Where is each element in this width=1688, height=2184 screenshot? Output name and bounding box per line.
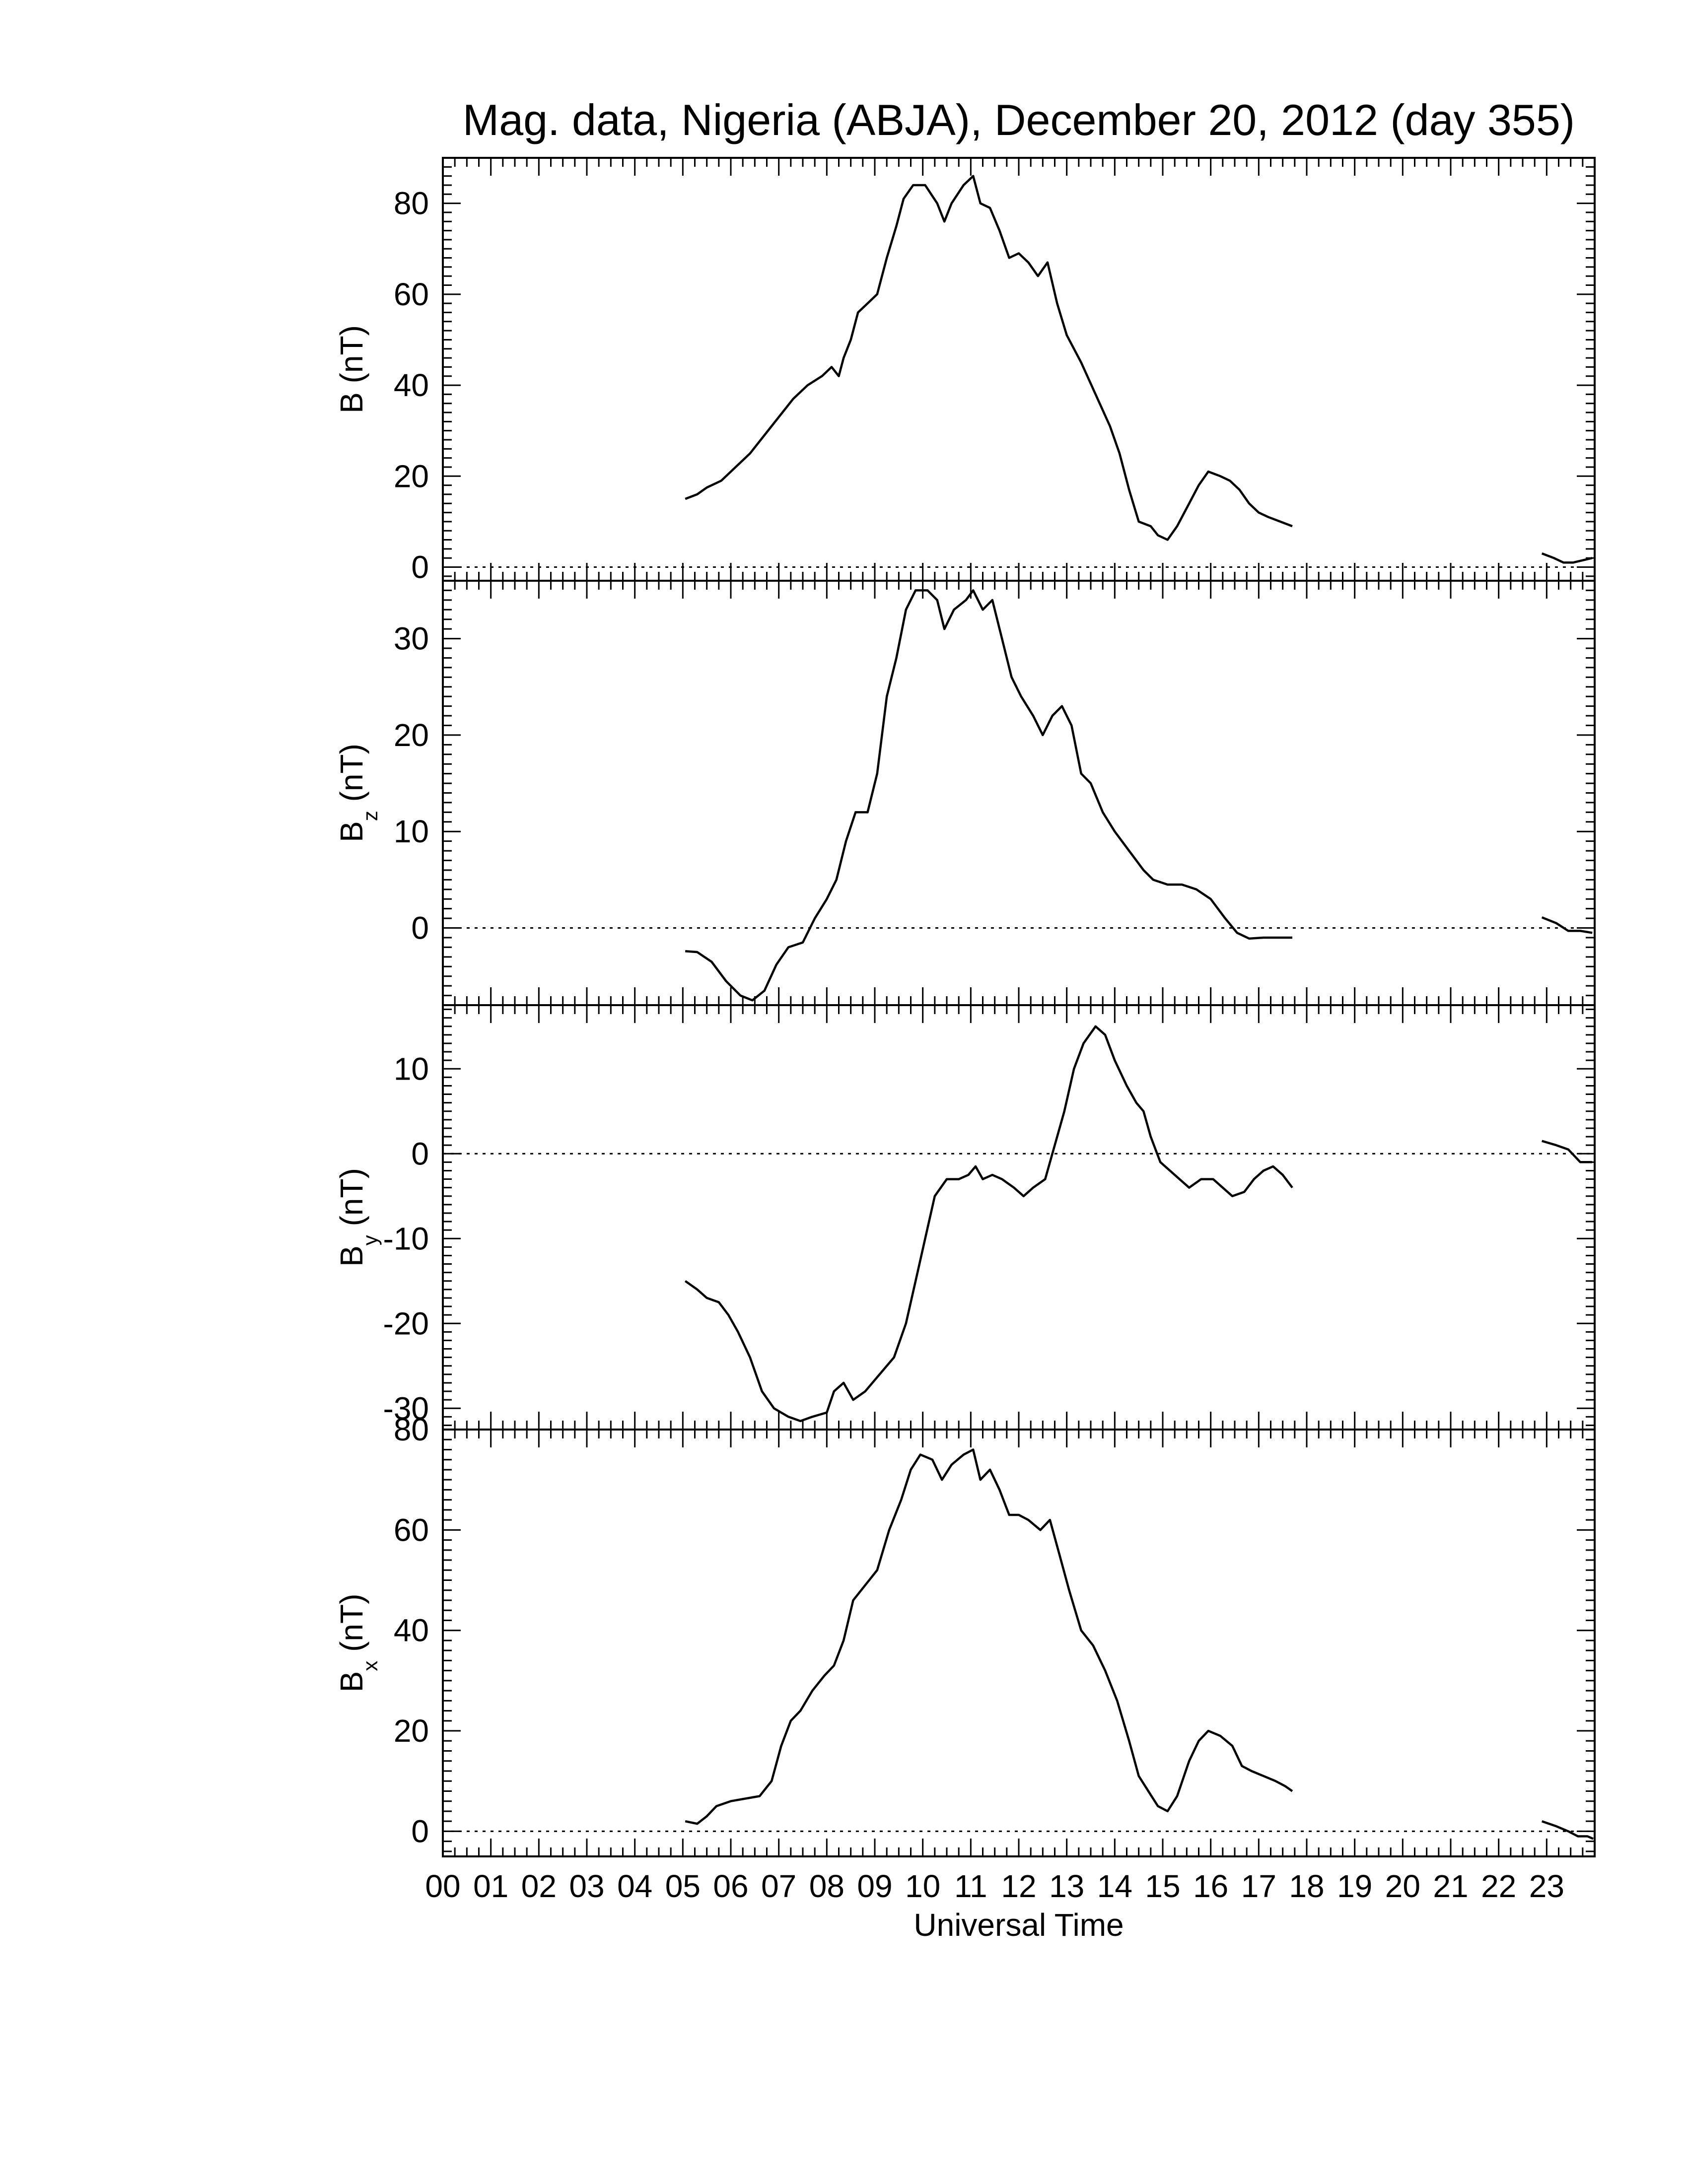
x-tick-label: 13 bbox=[1049, 1868, 1084, 1904]
y-tick-label: 0 bbox=[411, 1136, 429, 1171]
x-tick-label: 09 bbox=[857, 1868, 892, 1904]
y-axis-title: B (nT) bbox=[334, 325, 369, 413]
data-line-bz bbox=[1541, 916, 1593, 934]
data-line-by bbox=[684, 1025, 1293, 1423]
x-tick-label: 06 bbox=[713, 1868, 748, 1904]
y-tick-label: 20 bbox=[394, 458, 429, 494]
data-line-bx bbox=[685, 1448, 1293, 1825]
y-tick-label: 30 bbox=[394, 621, 429, 657]
y-axis-title-unit: (nT) bbox=[334, 325, 369, 392]
x-tick-label: 12 bbox=[1001, 1868, 1036, 1904]
x-tick-label: 04 bbox=[617, 1868, 652, 1904]
y-axis-title: Bx (nT) bbox=[334, 1594, 382, 1693]
y-tick-label: 80 bbox=[394, 1412, 429, 1447]
y-ticks: 0 20 40 60 80 bbox=[394, 157, 1595, 585]
y-tick-label: 10 bbox=[394, 814, 429, 849]
x-ticks bbox=[442, 581, 1596, 1005]
y-axis-title: Bz (nT) bbox=[334, 744, 382, 842]
data-line-b bbox=[1541, 552, 1593, 564]
panel-frame bbox=[442, 1004, 1596, 1431]
x-tick-label: 00 bbox=[425, 1868, 460, 1904]
x-tick-label: 11 bbox=[954, 1868, 987, 1904]
y-tick-label: 80 bbox=[394, 186, 429, 221]
x-ticks bbox=[442, 158, 1596, 581]
y-tick-label: -20 bbox=[383, 1305, 429, 1341]
y-axis-title-unit: (nT) bbox=[334, 1168, 369, 1235]
y-tick-label: 40 bbox=[394, 1613, 429, 1648]
x-tick-label: 19 bbox=[1337, 1868, 1372, 1904]
panel-frame bbox=[442, 157, 1596, 582]
x-tick-label: 17 bbox=[1241, 1868, 1276, 1904]
y-axis-title-unit: (nT) bbox=[334, 1594, 369, 1661]
y-ticks: -30 -20 -10 0 10 bbox=[383, 1009, 1595, 1426]
y-axis-title-main: B bbox=[334, 1245, 369, 1267]
y-tick-label: -10 bbox=[383, 1221, 429, 1256]
y-ticks: 0 10 20 30 bbox=[394, 580, 1595, 1006]
y-tick-label: 20 bbox=[394, 717, 429, 753]
data-line-bx bbox=[1541, 1820, 1594, 1840]
x-ticks bbox=[442, 1005, 1596, 1430]
y-axis-title-sub: y bbox=[358, 1235, 382, 1245]
data-line-b bbox=[685, 175, 1293, 541]
x-axis-tick-labels: 00 01 02 03 04 05 06 07 08 09 10 11 12 13 14 15 16 17 18 19… bbox=[425, 1868, 1564, 1904]
x-tick-label: 02 bbox=[521, 1868, 557, 1904]
y-tick-label: 60 bbox=[394, 1512, 429, 1548]
x-tick-label: 20 bbox=[1385, 1868, 1420, 1904]
y-tick-label: 60 bbox=[394, 276, 429, 312]
panel-bx: 0 20 40 60 80 Bx (nT) bbox=[334, 1412, 1596, 1857]
x-ticks bbox=[442, 1430, 1596, 1856]
y-axis-title-unit: (nT) bbox=[334, 744, 369, 811]
y-axis-title-sub: x bbox=[358, 1661, 382, 1671]
x-tick-label: 03 bbox=[569, 1868, 604, 1904]
y-axis-title-main: B bbox=[334, 1671, 369, 1693]
y-tick-label: 40 bbox=[394, 367, 429, 403]
x-tick-label: 07 bbox=[761, 1868, 796, 1904]
data-line-bz bbox=[685, 589, 1292, 1002]
x-tick-label: 05 bbox=[665, 1868, 701, 1904]
x-tick-label: 16 bbox=[1193, 1868, 1228, 1904]
x-tick-label: 10 bbox=[905, 1868, 940, 1904]
x-tick-label: 14 bbox=[1097, 1868, 1132, 1904]
panel-frame bbox=[442, 580, 1596, 1006]
y-axis-title-main: B bbox=[334, 392, 369, 413]
x-tick-label: 23 bbox=[1529, 1868, 1564, 1904]
x-tick-label: 15 bbox=[1145, 1868, 1180, 1904]
panel-by: -30 -20 -10 0 10 By (nT) bbox=[334, 1004, 1596, 1431]
panel-bz: 0 10 20 30 Bz (nT) bbox=[334, 580, 1596, 1006]
x-axis-title: Universal Time bbox=[914, 1907, 1124, 1943]
panel-b: 0 20 40 60 80 B (nT) bbox=[334, 157, 1596, 585]
data-line-by bbox=[1542, 1140, 1593, 1163]
y-ticks: 0 20 40 60 80 bbox=[394, 1412, 1595, 1852]
x-tick-label: 18 bbox=[1289, 1868, 1324, 1904]
x-tick-label: 21 bbox=[1433, 1868, 1468, 1904]
panel-frame bbox=[442, 1429, 1596, 1857]
panels: 0 20 40 60 80 B (nT) 0 10 20 30 Bz (nT) -30 -20 -10 0 1… bbox=[334, 157, 1596, 1857]
y-tick-label: 10 bbox=[394, 1051, 429, 1087]
x-tick-label: 01 bbox=[473, 1868, 508, 1904]
y-tick-label: 20 bbox=[394, 1713, 429, 1749]
x-tick-label: 08 bbox=[809, 1868, 844, 1904]
y-tick-label: 0 bbox=[411, 1813, 429, 1849]
y-tick-label: 0 bbox=[411, 549, 429, 585]
y-tick-label: 0 bbox=[411, 910, 429, 946]
figure-title: Mag. data, Nigeria (ABJA), December 20, … bbox=[463, 95, 1575, 144]
x-tick-label: 22 bbox=[1481, 1868, 1516, 1904]
y-axis-title: By (nT) bbox=[334, 1168, 382, 1267]
y-axis-title-main: B bbox=[334, 821, 369, 842]
y-axis-title-sub: z bbox=[358, 811, 382, 821]
y-tick-label: -30 bbox=[383, 1390, 429, 1426]
